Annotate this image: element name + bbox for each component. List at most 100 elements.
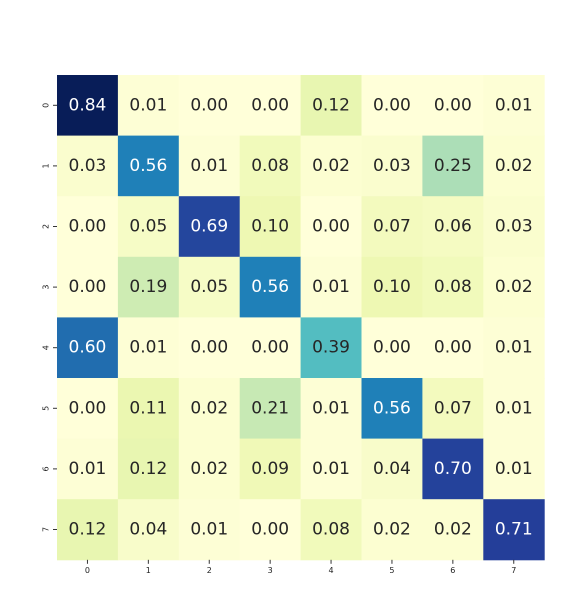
cell-value-label-r5-c6: 0.07 <box>434 398 472 418</box>
cell-value-label-r3-c7: 0.02 <box>495 277 533 297</box>
heatmap-cell-r2-c5 <box>361 196 423 258</box>
heatmap-cell-r6-c4 <box>300 438 362 500</box>
heatmap-cell-r2-c6 <box>422 196 484 258</box>
cell-value-label-r4-c7: 0.01 <box>495 338 533 358</box>
heatmap-cell-r6-c2 <box>178 438 241 500</box>
cell-value-label-r0-c1: 0.01 <box>129 95 167 115</box>
y-axis: 0 1 2 3 4 5 6 7 <box>42 103 57 532</box>
x-tick-label-3: 3 <box>268 566 273 575</box>
cell-value-label-r6-c3: 0.09 <box>251 459 289 479</box>
heatmap-cell-r5-c7 <box>483 378 545 440</box>
heatmap-cell-r5-c2 <box>178 378 241 440</box>
cell-value-label-r6-c4: 0.01 <box>312 459 350 479</box>
cell-value-label-r4-c4: 0.39 <box>312 338 350 358</box>
y-tick-label-5: 5 <box>42 406 51 411</box>
cell-value-label-r6-c0: 0.01 <box>69 459 107 479</box>
x-tick-label-0: 0 <box>85 566 90 575</box>
heatmap-cell-r1-c1 <box>117 135 180 197</box>
heatmap-cell-r1-c7 <box>483 135 545 197</box>
heatmap-cell-r4-c1 <box>117 317 180 379</box>
y-tick-label-4: 4 <box>42 345 51 350</box>
cell-value-labels: 0.84 0.01 0.00 0.00 0.12 0.00 0.00 0.01 0.03 0.56… <box>69 95 533 539</box>
heatmap-cell-r3-c6 <box>422 256 484 318</box>
x-axis: 0 1 2 3 4 5 6 7 <box>85 559 516 575</box>
cell-value-label-r1-c2: 0.01 <box>190 156 228 176</box>
y-tick-label-1: 1 <box>42 163 51 168</box>
cell-value-label-r4-c2: 0.00 <box>190 338 228 358</box>
heatmap-cell-r0-c4 <box>300 75 362 137</box>
heatmap-cell-r7-c2 <box>178 499 241 561</box>
heatmap-cell-r2-c3 <box>239 196 302 258</box>
heatmap-cell-r3-c7 <box>483 256 545 318</box>
heatmap-cell-r7-c7 <box>483 499 545 561</box>
heatmap-cell-r1-c2 <box>178 135 241 197</box>
x-tick-label-4: 4 <box>329 566 334 575</box>
heatmap-cell-r4-c6 <box>422 317 484 379</box>
cell-value-label-r2-c6: 0.06 <box>434 217 472 237</box>
cell-value-label-r0-c3: 0.00 <box>251 95 289 115</box>
cell-value-label-r4-c0: 0.60 <box>69 338 107 358</box>
cell-value-label-r5-c4: 0.01 <box>312 398 350 418</box>
cell-value-label-r3-c4: 0.01 <box>312 277 350 297</box>
cell-value-label-r5-c7: 0.01 <box>495 398 533 418</box>
cell-value-label-r0-c5: 0.00 <box>373 95 411 115</box>
heatmap-cell-r1-c0 <box>57 135 119 197</box>
y-tick-label-0: 0 <box>42 103 51 108</box>
cell-value-label-r1-c6: 0.25 <box>434 156 472 176</box>
cell-value-label-r0-c4: 0.12 <box>312 95 350 115</box>
cell-value-label-r5-c5: 0.56 <box>373 398 411 418</box>
cell-value-label-r2-c5: 0.07 <box>373 217 411 237</box>
heatmap-cell-r2-c1 <box>117 196 180 258</box>
cell-value-label-r2-c3: 0.10 <box>251 217 289 237</box>
heatmap-cell-r1-c5 <box>361 135 423 197</box>
x-tick-label-6: 6 <box>450 566 455 575</box>
cell-value-label-r2-c0: 0.00 <box>69 217 107 237</box>
cell-value-label-r4-c3: 0.00 <box>251 338 289 358</box>
heatmap-cell-r0-c3 <box>239 75 302 137</box>
cell-value-label-r3-c0: 0.00 <box>69 277 107 297</box>
cell-value-label-r4-c1: 0.01 <box>129 338 167 358</box>
heatmap-cell-r5-c6 <box>422 378 484 440</box>
cell-value-label-r2-c2: 0.69 <box>190 217 228 237</box>
heatmap-cell-r2-c2 <box>178 196 241 258</box>
heatmap-cell-r3-c5 <box>361 256 423 318</box>
cell-value-label-r5-c3: 0.21 <box>251 398 289 418</box>
cell-value-label-r1-c4: 0.02 <box>312 156 350 176</box>
heatmap-cell-r4-c5 <box>361 317 423 379</box>
cell-value-label-r1-c3: 0.08 <box>251 156 289 176</box>
cell-value-label-r2-c1: 0.05 <box>129 217 167 237</box>
heatmap-cell-r7-c3 <box>239 499 302 561</box>
heatmap-cell-r2-c7 <box>483 196 545 258</box>
heatmap-cell-r0-c0 <box>57 75 119 137</box>
x-tick-label-5: 5 <box>389 566 394 575</box>
heatmap-cell-r1-c3 <box>239 135 302 197</box>
y-tick-label-6: 6 <box>42 466 51 471</box>
cell-value-label-r4-c6: 0.00 <box>434 338 472 358</box>
heatmap-cell-r5-c5 <box>361 378 423 440</box>
cell-value-label-r3-c5: 0.10 <box>373 277 411 297</box>
cell-value-label-r1-c5: 0.03 <box>373 156 411 176</box>
cell-value-label-r7-c6: 0.02 <box>434 520 472 540</box>
y-tick-label-2: 2 <box>42 224 51 229</box>
heatmap-cell-r4-c2 <box>178 317 241 379</box>
cell-value-label-r7-c4: 0.08 <box>312 520 350 540</box>
heatmap-cell-r0-c6 <box>422 75 484 137</box>
cell-value-label-r7-c5: 0.02 <box>373 520 411 540</box>
heatmap-cell-r3-c4 <box>300 256 362 318</box>
cell-value-label-r0-c7: 0.01 <box>495 95 533 115</box>
cell-value-label-r5-c1: 0.11 <box>129 398 167 418</box>
heatmap-cell-r4-c7 <box>483 317 545 379</box>
heatmap-cell-r0-c1 <box>117 75 180 137</box>
cell-value-label-r7-c3: 0.00 <box>251 520 289 540</box>
heatmap-cell-r6-c5 <box>361 438 423 500</box>
cell-value-label-r3-c6: 0.08 <box>434 277 472 297</box>
cell-value-label-r6-c2: 0.02 <box>190 459 228 479</box>
heatmap-cell-r7-c6 <box>422 499 484 561</box>
cell-value-label-r1-c0: 0.03 <box>69 156 107 176</box>
cell-value-label-r7-c1: 0.04 <box>129 520 167 540</box>
cell-value-label-r2-c7: 0.03 <box>495 217 533 237</box>
y-tick-label-7: 7 <box>42 527 51 532</box>
heatmap-cell-r1-c4 <box>300 135 362 197</box>
heatmap-cells <box>57 75 545 561</box>
heatmap-cell-r6-c3 <box>239 438 302 500</box>
